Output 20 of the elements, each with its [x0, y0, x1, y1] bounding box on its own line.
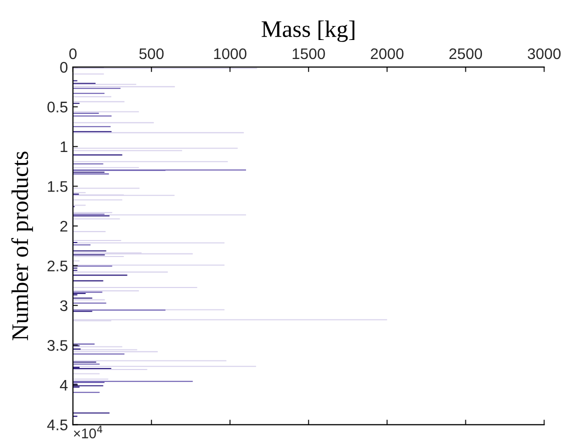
- x-tick-label: 0: [69, 48, 77, 60]
- x-tick-label: 1500: [292, 48, 325, 60]
- y-tick-label: 0.5: [47, 102, 68, 112]
- y-tick-label: 2.5: [48, 260, 68, 272]
- y-tick-label: 1.5: [48, 181, 68, 192]
- y-tick-label: 2: [60, 220, 68, 232]
- text: ×10$^{4}$: [74, 426, 102, 438]
- x-axis-title: Mass [kg]: [262, 20, 354, 42]
- x-tick-label: 2500: [449, 48, 482, 60]
- y-tick-label: 4.5: [47, 420, 68, 430]
- y-tick-label: 3.5: [47, 340, 68, 351]
- y-axis-title: Number of products: [11, 152, 33, 340]
- y-tick-label: 1: [60, 142, 68, 152]
- x-tick-label: 2000: [370, 48, 404, 60]
- x-tick-label: 500: [139, 48, 164, 60]
- y-tick-label: 4: [60, 380, 68, 390]
- y-tick-label: 0: [60, 62, 68, 73]
- y-tick-label: 3: [60, 300, 68, 312]
- x-tick-label: 1000: [214, 48, 246, 60]
- x-tick-label: 3000: [528, 48, 561, 60]
